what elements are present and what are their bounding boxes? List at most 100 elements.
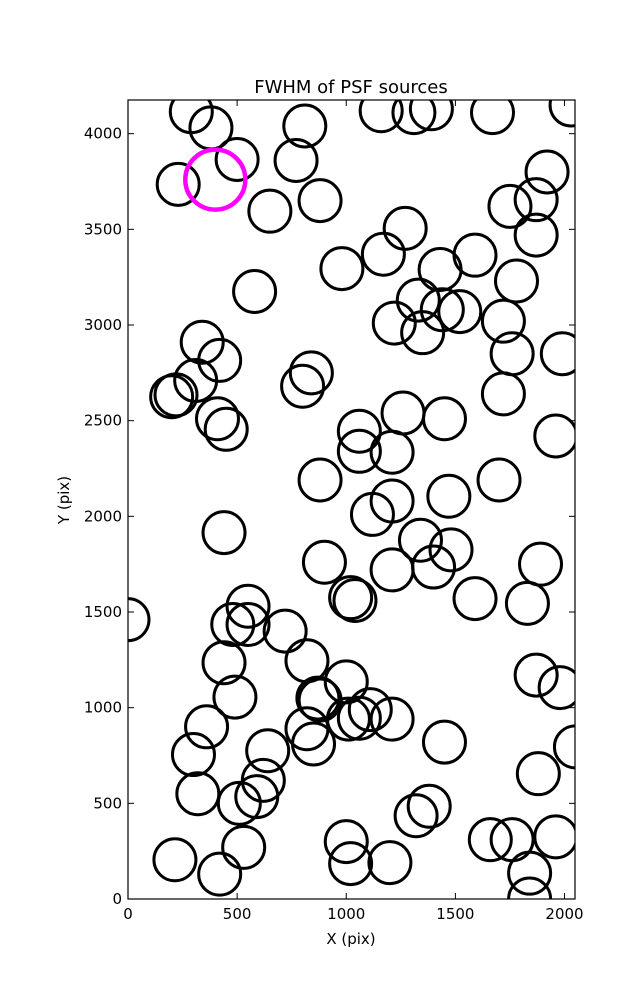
source-marker [152, 837, 198, 883]
source-marker [369, 547, 415, 593]
source-marker [319, 246, 365, 292]
source-marker [184, 704, 230, 750]
source-marker [537, 665, 575, 711]
source-marker [328, 841, 374, 887]
source-marker [548, 100, 575, 128]
source-marker [245, 728, 291, 774]
source-marker [197, 851, 243, 897]
y-axis-label: Y (pix) [55, 476, 73, 525]
y-tick-label: 3500 [84, 220, 122, 238]
source-marker [411, 544, 457, 590]
source-marker [225, 583, 271, 629]
highlighted-source-marker [183, 147, 248, 212]
y-tick-label: 2500 [84, 412, 122, 430]
y-tick-label: 1500 [84, 603, 122, 621]
source-marker [284, 638, 330, 684]
x-tick-label: 2000 [545, 905, 583, 923]
source-marker [332, 578, 378, 624]
source-marker [360, 231, 406, 277]
source-marker [232, 269, 278, 315]
source-marker [467, 817, 513, 863]
source-marker [280, 363, 326, 409]
source-marker [194, 396, 240, 442]
source-marker [297, 178, 343, 224]
source-marker [273, 137, 319, 183]
source-marker [480, 298, 526, 344]
source-marker [518, 541, 564, 587]
markers-layer [128, 100, 575, 899]
source-marker [437, 289, 483, 335]
source-marker [212, 674, 258, 720]
source-marker [297, 457, 343, 503]
source-marker [452, 576, 498, 622]
source-marker [504, 580, 550, 626]
source-marker [421, 719, 467, 765]
source-marker [487, 183, 533, 229]
source-marker [201, 510, 247, 556]
x-tick-label: 1000 [327, 905, 365, 923]
x-axis: 0 500 1000 1500 2000 [123, 100, 584, 923]
source-marker [347, 687, 393, 733]
source-marker [428, 527, 474, 573]
source-marker [476, 457, 522, 503]
source-marker [408, 100, 454, 132]
y-tick-label: 0 [112, 890, 122, 908]
source-marker [301, 539, 347, 585]
source-marker [552, 724, 575, 770]
source-marker [393, 793, 439, 839]
source-marker [262, 608, 308, 654]
source-marker [203, 406, 249, 452]
y-tick-label: 1000 [84, 699, 122, 717]
source-marker [480, 371, 526, 417]
source-marker [395, 277, 441, 323]
x-axis-label: X (pix) [326, 930, 375, 948]
source-marker [539, 331, 575, 377]
source-marker [325, 696, 371, 742]
source-marker [149, 374, 195, 420]
source-marker [513, 652, 559, 698]
source-marker [175, 771, 221, 817]
source-marker [358, 100, 404, 134]
source-marker [216, 780, 262, 826]
source-marker [513, 177, 559, 223]
source-marker [291, 721, 337, 767]
source-marker [382, 205, 428, 251]
source-marker [421, 396, 467, 442]
source-marker [221, 824, 267, 870]
source-marker [225, 601, 271, 647]
source-marker [380, 390, 426, 436]
source-marker [391, 100, 437, 136]
source-marker [406, 783, 452, 829]
source-marker [179, 319, 225, 365]
source-marker [371, 300, 417, 346]
source-marker [128, 597, 151, 643]
source-marker [513, 212, 559, 258]
source-marker [336, 428, 382, 474]
source-marker [397, 517, 443, 563]
source-marker [369, 696, 415, 742]
source-marker [234, 774, 280, 820]
source-marker [515, 751, 561, 797]
y-tick-label: 3000 [84, 316, 122, 334]
y-axis: 0 500 1000 1500 2000 2500 3000 3500 4000 [84, 125, 575, 908]
source-marker [214, 137, 260, 183]
x-tick-label: 500 [223, 905, 252, 923]
source-marker [367, 840, 413, 886]
chart-title: FWHM of PSF sources [254, 77, 448, 98]
source-marker [155, 161, 201, 207]
source-marker [507, 876, 553, 899]
source-marker [470, 100, 515, 136]
source-marker [336, 695, 382, 741]
source-marker [295, 675, 341, 721]
source-marker [247, 188, 293, 234]
x-tick-label: 1500 [436, 905, 474, 923]
source-marker [426, 473, 472, 519]
source-marker [282, 103, 328, 149]
source-marker [288, 350, 334, 396]
source-marker [170, 732, 216, 778]
source-marker [452, 232, 498, 278]
y-tick-label: 500 [93, 794, 122, 812]
source-marker [369, 429, 415, 475]
source-marker [524, 149, 570, 195]
